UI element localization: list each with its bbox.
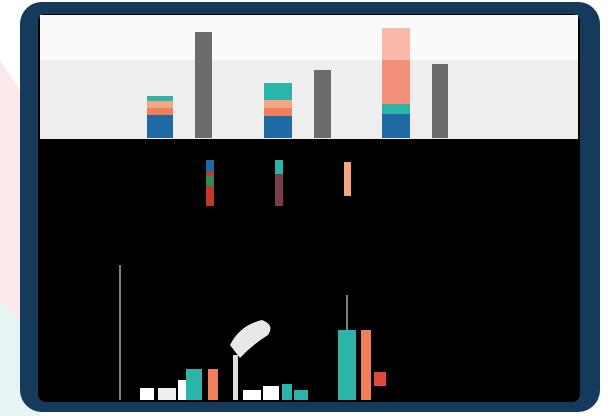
strip [206, 160, 214, 172]
bar-segment [382, 60, 410, 104]
bar [140, 388, 154, 400]
bottom-chart [119, 265, 386, 400]
bar-segment [147, 115, 173, 138]
bar-segment [264, 108, 292, 116]
blob [230, 320, 271, 358]
strip [275, 160, 283, 206]
bar [432, 64, 448, 138]
bar [158, 388, 176, 400]
bar-segment [147, 108, 173, 115]
bar [195, 32, 212, 138]
strip [206, 176, 214, 186]
strip [275, 160, 283, 174]
bar [361, 330, 371, 400]
bar-segment [264, 116, 292, 138]
bar [233, 355, 238, 400]
bar [186, 369, 202, 400]
bar-segment [264, 83, 292, 100]
bar-segment [147, 96, 173, 101]
bar [243, 390, 261, 400]
bar-segment [382, 28, 410, 60]
bar-segment [264, 100, 292, 108]
bar [263, 386, 279, 400]
bar-segment [382, 114, 410, 138]
bar [208, 369, 218, 400]
bar [178, 380, 188, 400]
bar-segment [382, 104, 410, 114]
legend-strips [206, 160, 351, 206]
marker [374, 372, 386, 386]
top-bars [147, 28, 448, 138]
strip [344, 162, 351, 196]
top-panel-header [40, 15, 578, 60]
bar [282, 384, 292, 400]
bar [314, 70, 331, 138]
bar-segment [147, 101, 173, 108]
bar [294, 390, 308, 400]
bar [338, 330, 356, 400]
